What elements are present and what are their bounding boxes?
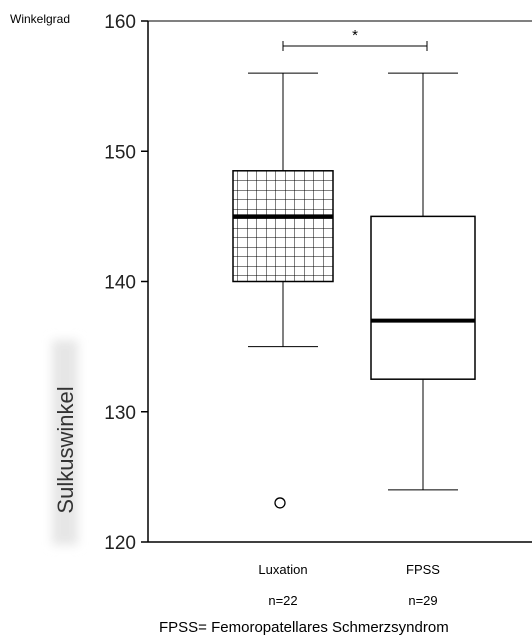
outlier-point (274, 497, 286, 509)
sample-size-label: n=22 (268, 593, 297, 608)
box-luxation (232, 72, 334, 509)
box-fpss (370, 72, 476, 491)
boxes (232, 72, 476, 509)
sample-size-label: n=29 (408, 593, 437, 608)
y-ticks: 120 130 140 150 160 (104, 12, 148, 554)
category-labels: Luxation n=22 FPSS n=29 (258, 562, 440, 608)
box-rect (232, 170, 334, 283)
y-tick-label: 140 (104, 273, 136, 294)
y-tick-label: 120 (104, 533, 136, 554)
significance-star: * (352, 27, 358, 44)
y-tick-label: 130 (104, 403, 136, 424)
y-tick-label: 160 (104, 12, 136, 33)
significance-bracket: * (282, 27, 428, 51)
footnote: FPSS= Femoropatellares Schmerzsyndrom (159, 619, 449, 636)
unit-label: Winkelgrad (10, 12, 70, 26)
box-rect (370, 215, 476, 380)
ylabel-shadow (52, 340, 78, 545)
y-axis-label: Sulkuswinkel (53, 386, 78, 513)
y-tick-label: 150 (104, 142, 136, 163)
category-label: FPSS (406, 562, 440, 577)
category-label: Luxation (258, 562, 307, 577)
